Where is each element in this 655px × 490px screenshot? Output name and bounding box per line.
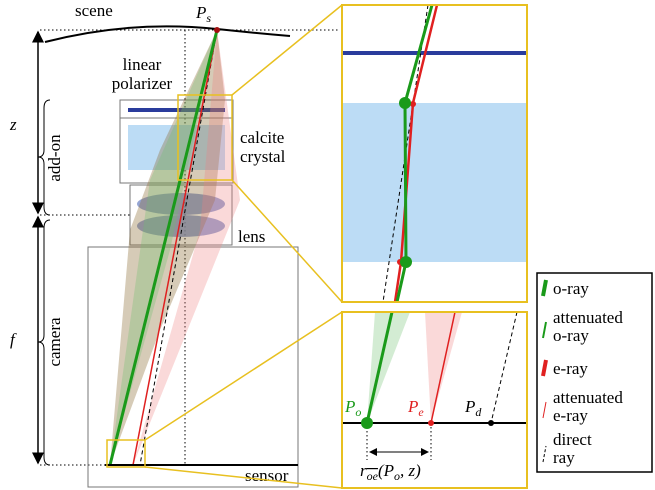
legend-label: attenuated e-ray (553, 388, 623, 425)
main-view: z f add-on camera scene Ps linear polariz… (9, 1, 340, 488)
o-ray-cone (367, 312, 410, 423)
d-point (488, 420, 494, 426)
e-ray-cone (133, 30, 240, 465)
pd-label: Pd (464, 397, 482, 419)
legend-box (536, 272, 653, 473)
e-point (428, 420, 434, 426)
z-label: z (9, 115, 17, 134)
o-ray (365, 311, 394, 424)
o-point (400, 256, 412, 268)
connector (231, 179, 343, 303)
zoom-sensor: Po Pe Pd roe(Po, z) (341, 311, 528, 489)
crystal (128, 125, 225, 170)
scene-point (214, 27, 220, 33)
o-point (361, 417, 373, 429)
addon-box (119, 99, 234, 184)
legend: o-ray attenuated o-ray e-ray attenuated e-… (536, 272, 653, 473)
legend-label: o-ray (553, 279, 589, 298)
scene-label: scene (75, 1, 113, 20)
direct-ray (139, 29, 218, 466)
connector (231, 4, 343, 96)
legend-label: direct ray (553, 430, 592, 467)
camera-box (87, 246, 299, 488)
polarizer-label: linear polarizer (112, 55, 173, 93)
offset-label: roe(Po, z) (360, 461, 421, 483)
e-ray (132, 29, 218, 466)
camera-brace (37, 219, 51, 466)
e-point (410, 101, 416, 107)
connector (144, 466, 343, 489)
crystal-label: calcite crystal (240, 128, 286, 166)
addon-brace (37, 99, 51, 216)
e-ray (430, 311, 456, 424)
lens-element (137, 215, 225, 237)
legend-swatch (542, 401, 547, 419)
sensor-label: sensor (245, 466, 289, 485)
pe-label: Pe (407, 397, 424, 419)
lens-label: lens (238, 227, 265, 246)
legend-label: attenuated o-ray (553, 308, 623, 345)
lens-element (137, 193, 225, 215)
addon-label: add-on (45, 134, 64, 182)
direct-ray (490, 311, 518, 424)
f-label: f (10, 330, 17, 349)
legend-label: e-ray (553, 359, 588, 378)
camera-label: camera (45, 317, 64, 367)
zoom-frame (341, 4, 528, 303)
po-label: Po (344, 397, 361, 419)
scene-surface (44, 25, 291, 43)
legend-swatch (541, 279, 548, 297)
zoom-frame (341, 311, 528, 489)
legend-swatch (541, 359, 548, 377)
o-ray (395, 4, 434, 303)
zoom-crystal (341, 4, 528, 303)
legend-swatch (542, 445, 547, 463)
connector (144, 311, 343, 441)
zoom-region (177, 94, 233, 181)
zoom-region (106, 439, 146, 468)
legend-swatch (542, 321, 547, 339)
scene-point-label: Ps (195, 3, 211, 25)
lens-box (129, 184, 233, 246)
o-ray (108, 29, 219, 466)
zoom-connectors (106, 4, 343, 489)
crystal (342, 103, 527, 262)
o-point (399, 97, 411, 109)
